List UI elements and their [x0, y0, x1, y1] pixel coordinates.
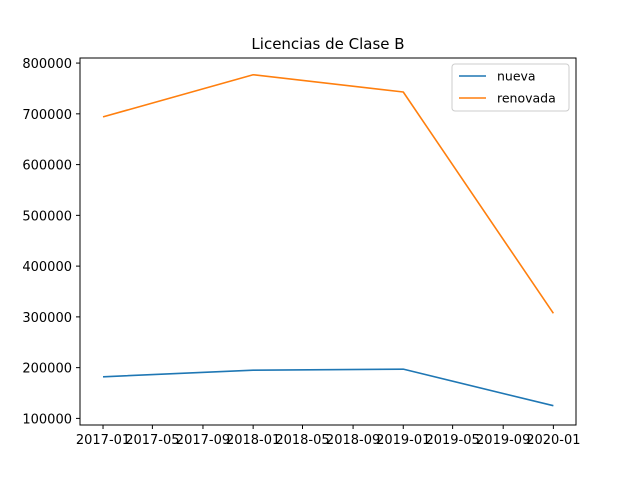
y-tick-label: 400000 [22, 260, 72, 275]
x-tick-label: 2019-05 [425, 433, 479, 448]
plot-frame [79, 57, 577, 426]
y-tick-label: 800000 [22, 57, 72, 72]
x-tick-label: 2019-09 [476, 433, 530, 448]
series-line-renovada [102, 73, 555, 314]
y-tick-label: 700000 [22, 108, 72, 123]
x-tick-label: 2018-05 [275, 433, 329, 448]
chart-title: Licencias de Clase B [251, 35, 404, 53]
x-tick-label: 2017-05 [125, 433, 179, 448]
plot-area [79, 57, 577, 426]
series-layer [102, 73, 555, 407]
y-tick-label: 200000 [22, 362, 72, 377]
y-tick-label: 500000 [22, 209, 72, 224]
y-tick-label: 300000 [22, 311, 72, 326]
x-tick-label: 2017-09 [176, 433, 230, 448]
legend: nueva renovada [451, 63, 570, 112]
legend-label-nueva: nueva [497, 69, 536, 84]
legend-label-renovada: renovada [497, 91, 556, 106]
x-tick-label: 2018-09 [326, 433, 380, 448]
x-tick-label: 2018-01 [226, 433, 280, 448]
y-tick-label: 100000 [22, 412, 72, 427]
y-tick-label: 600000 [22, 159, 72, 174]
x-axis: 2017-012017-052017-092018-012018-052018-… [76, 425, 581, 448]
y-axis: 100000 200000 300000 400000 500000 600000 7000… [22, 57, 80, 427]
series-line-nueva [102, 368, 554, 407]
x-tick-label: 2017-01 [76, 433, 130, 448]
x-tick-label: 2019-01 [376, 433, 430, 448]
x-tick-label: 2020-01 [526, 433, 580, 448]
